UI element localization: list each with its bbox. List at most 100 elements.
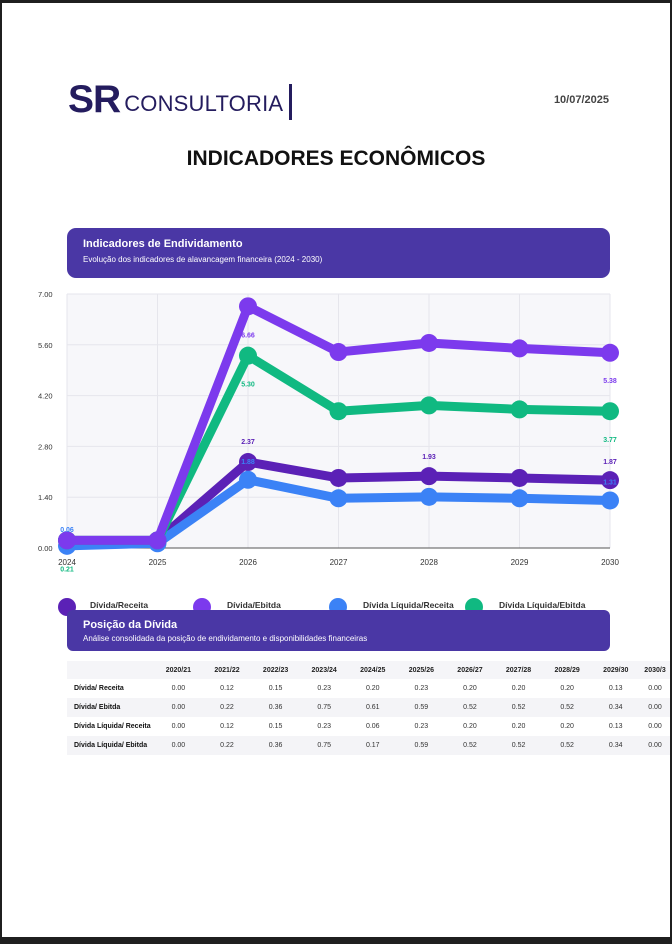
- section-subtitle: Análise consolidada da posição de endivi…: [83, 634, 368, 643]
- logo-wordmark: CONSULTORIA: [124, 91, 284, 116]
- table-header-cell: 2020/21: [165, 666, 192, 674]
- table-cell: 0.22: [220, 704, 234, 711]
- table-header-cell: 2028/29: [554, 666, 580, 674]
- x-tick-label: 2028: [420, 558, 438, 567]
- y-tick-label: 0.00: [38, 544, 53, 553]
- data-point: [420, 487, 438, 506]
- table-cell: 0.00: [171, 742, 186, 749]
- data-point: [329, 468, 348, 487]
- data-point: [420, 396, 438, 415]
- data-point: [329, 343, 348, 362]
- table-cell: 0.00: [171, 685, 186, 692]
- table-cell: 0.23: [317, 685, 331, 692]
- indebtedness-line-chart: 0.00 1.40 2.80 4.20 5.60 7.00 2024 2025 2026 2027…: [38, 290, 619, 573]
- table-cell: 0.52: [560, 742, 574, 749]
- table-cell: 0.23: [317, 723, 331, 730]
- data-point: [239, 297, 257, 316]
- legend-label[interactable]: Dívida Líquida/Receita: [363, 600, 454, 610]
- data-point: [601, 491, 619, 510]
- data-label: 5.38: [603, 378, 617, 385]
- debt-position-table: 2020/21 2021/22 2022/23 2023/24 2024/25 2025/…: [67, 661, 670, 755]
- table-header-cell: 2029/30: [603, 666, 629, 674]
- table-cell: 0.15: [268, 685, 283, 692]
- table-cell: 0.52: [463, 742, 477, 749]
- table-cell: 0.34: [608, 742, 623, 749]
- table-cell: 0.36: [268, 742, 283, 749]
- table-cell: 0.59: [414, 742, 429, 749]
- table-cell: 0.20: [511, 685, 526, 692]
- logo-monogram: SR: [68, 78, 121, 121]
- table-header-blank: [67, 661, 154, 679]
- data-point: [239, 346, 257, 365]
- legend-label[interactable]: Dívida/Receita: [90, 600, 149, 610]
- table-row: Dívida/ Receita 0.00 0.12 0.15 0.23 0.20 0.23 0…: [67, 679, 670, 698]
- y-tick-label: 7.00: [38, 290, 53, 299]
- table-cell: 0.13: [608, 723, 623, 730]
- data-label: 1.93: [422, 454, 436, 461]
- x-tick-label: 2030: [601, 558, 619, 567]
- section-title: Indicadores de Endividamento: [83, 238, 243, 250]
- legend-label[interactable]: Dívida/Ebitda: [227, 600, 281, 610]
- data-point: [329, 489, 348, 508]
- table-cell: 0.34: [608, 704, 623, 711]
- row-label: Dívida Líquida/ Ebitda: [74, 742, 148, 749]
- table-cell: 0.75: [317, 704, 331, 711]
- data-label: 2.37: [241, 439, 255, 446]
- table-header-cell: 2021/22: [214, 666, 240, 674]
- data-label: 0.21: [60, 566, 74, 573]
- data-point: [510, 339, 529, 358]
- table-cell: 0.61: [365, 704, 380, 711]
- table-cell: 0.52: [463, 704, 477, 711]
- data-point: [239, 470, 257, 489]
- table-cell: 0.00: [648, 723, 662, 730]
- table-cell: 0.20: [463, 685, 477, 692]
- table-cell: 0.22: [220, 742, 234, 749]
- section-banner-indebtedness: Indicadores de Endividamento Evolução do…: [67, 228, 610, 278]
- table-cell: 0.20: [560, 723, 574, 730]
- data-point: [601, 343, 619, 362]
- y-tick-label: 4.20: [38, 392, 53, 401]
- data-point: [510, 468, 529, 487]
- page-title: INDICADORES ECONÔMICOS: [186, 147, 486, 170]
- table-row: Dívida Líquida/ Receita 0.00 0.12 0.15 0.23 0…: [67, 717, 670, 736]
- table-cell: 0.17: [365, 742, 380, 749]
- x-tick-label: 2024: [58, 558, 76, 567]
- table-cell: 0.00: [171, 723, 186, 730]
- y-tick-label: 5.60: [38, 341, 53, 350]
- table-header-row: 2020/21 2021/22 2022/23 2023/24 2024/25 2025/…: [67, 661, 670, 679]
- section-subtitle: Evolução dos indicadores de alavancagem …: [83, 255, 323, 264]
- row-label: Dívida/ Receita: [74, 685, 124, 692]
- report-date: 10/07/2025: [553, 94, 609, 106]
- table-header-cell: 2022/23: [262, 666, 289, 674]
- y-tick-label: 1.40: [38, 493, 53, 502]
- x-tick-label: 2027: [330, 558, 348, 567]
- table-row: Dívida/ Ebitda 0.00 0.22 0.36 0.75 0.61 0.59 0.…: [67, 698, 670, 717]
- table-cell: 0.06: [365, 723, 380, 730]
- data-label: 6.66: [241, 332, 255, 339]
- report-page: SR CONSULTORIA 10/07/2025 INDICADORES EC…: [2, 3, 670, 937]
- y-tick-label: 2.80: [38, 442, 53, 451]
- section-title: Posição da Dívida: [83, 619, 178, 631]
- table-cell: 0.23: [414, 723, 429, 730]
- table-cell: 0.00: [648, 742, 662, 749]
- row-label: Dívida/ Ebitda: [74, 704, 121, 711]
- table-cell: 0.00: [648, 704, 662, 711]
- table-cell: 0.12: [220, 723, 234, 730]
- data-point: [601, 402, 619, 421]
- table-cell: 0.13: [608, 685, 623, 692]
- legend-label[interactable]: Dívida Líquida/Ebitda: [499, 600, 586, 610]
- x-tick-label: 2026: [239, 558, 257, 567]
- table-cell: 0.20: [511, 723, 526, 730]
- table-cell: 0.00: [171, 704, 186, 711]
- table-header-cell: 2024/25: [360, 666, 386, 674]
- data-label: 0.06: [60, 527, 74, 534]
- table-cell: 0.52: [511, 742, 526, 749]
- x-tick-label: 2029: [511, 558, 529, 567]
- table-cell: 0.15: [268, 723, 283, 730]
- data-point: [148, 531, 167, 550]
- section-banner-debt-position: Posição da Dívida Análise consolidada da…: [67, 610, 610, 651]
- logo-divider: [289, 84, 293, 120]
- table-cell: 0.59: [414, 704, 429, 711]
- row-label: Dívida Líquida/ Receita: [74, 723, 151, 730]
- table-cell: 0.00: [648, 685, 662, 692]
